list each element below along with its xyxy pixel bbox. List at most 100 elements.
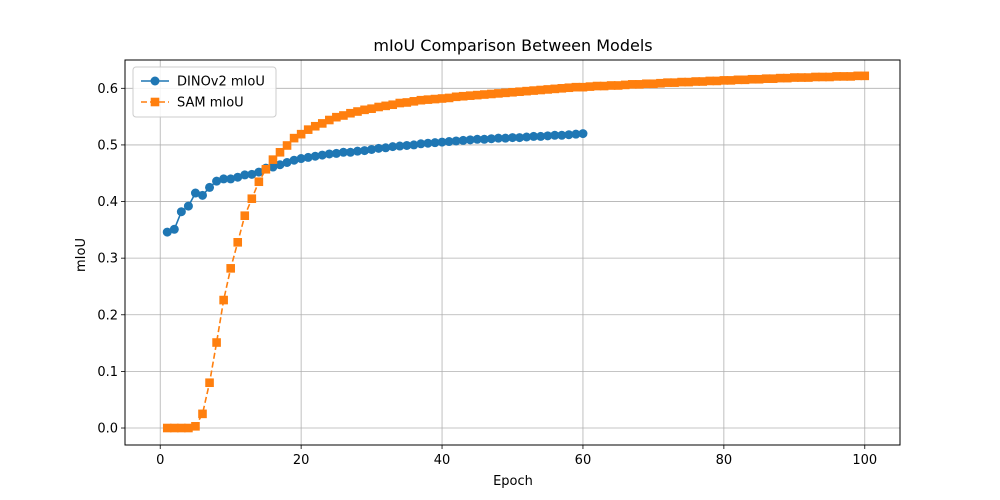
data-point <box>451 136 461 146</box>
data-point <box>515 87 524 97</box>
data-point <box>184 423 193 433</box>
data-point <box>818 72 827 82</box>
y-tick-label: 0.0 <box>97 422 118 437</box>
data-point <box>233 238 243 247</box>
data-point <box>508 87 517 97</box>
data-point <box>761 74 771 83</box>
data-point <box>691 77 700 86</box>
data-point <box>177 423 186 433</box>
data-point <box>430 138 440 148</box>
data-point <box>332 112 341 122</box>
data-point <box>550 130 560 140</box>
data-point <box>811 72 820 82</box>
data-point <box>754 74 764 84</box>
data-point <box>804 73 813 82</box>
data-point <box>529 131 539 141</box>
data-point <box>247 169 257 179</box>
legend-marker <box>150 97 160 107</box>
x-tick-label: 60 <box>575 453 592 468</box>
y-axis-ticks: 0.0 0.1 0.2 0.3 0.4 0.5 0.6 <box>97 82 125 437</box>
data-point <box>261 164 271 174</box>
data-point <box>437 94 447 103</box>
data-point <box>684 77 693 87</box>
data-point <box>198 190 207 200</box>
data-point <box>733 75 743 85</box>
data-point <box>226 264 235 273</box>
data-point <box>479 134 489 144</box>
data-point <box>839 72 848 81</box>
data-point <box>536 131 546 141</box>
data-point <box>557 130 567 140</box>
data-point <box>578 82 588 92</box>
data-point <box>233 172 243 182</box>
data-point <box>254 177 264 187</box>
data-point <box>219 295 228 305</box>
data-point <box>444 137 454 147</box>
data-point <box>183 201 193 211</box>
y-tick-label: 0.3 <box>97 252 118 267</box>
series-line <box>167 75 865 429</box>
data-point <box>500 133 510 143</box>
data-point <box>529 86 538 95</box>
data-point <box>465 91 475 100</box>
data-point <box>367 104 376 113</box>
data-point <box>289 155 299 165</box>
data-point <box>712 76 722 86</box>
x-tick-label: 40 <box>434 453 451 468</box>
data-point <box>571 82 581 92</box>
data-point <box>296 129 306 139</box>
data-point <box>409 97 419 106</box>
data-point <box>338 147 348 157</box>
data-point <box>649 79 658 89</box>
series-sam <box>162 71 870 433</box>
legend: DINOv2 mIoU SAM mIoU <box>132 66 277 118</box>
legend-box <box>132 66 277 118</box>
data-point <box>522 86 531 96</box>
data-point <box>677 77 686 87</box>
data-point <box>860 71 870 81</box>
x-axis-label: Epoch <box>493 474 533 489</box>
data-point <box>416 139 426 149</box>
data-point <box>719 76 729 85</box>
data-point <box>402 140 412 150</box>
data-point <box>846 72 855 81</box>
x-axis-ticks: 0 20 40 60 80 100 <box>156 445 877 468</box>
data-point <box>176 207 186 217</box>
data-point <box>472 134 482 144</box>
data-point <box>564 130 574 140</box>
data-point <box>465 135 475 145</box>
data-point <box>698 77 708 86</box>
x-tick-label: 20 <box>293 453 310 468</box>
data-point <box>331 148 341 158</box>
data-point <box>705 76 715 86</box>
data-point <box>543 131 553 141</box>
data-point <box>740 75 750 85</box>
data-point <box>268 155 278 164</box>
data-point <box>522 132 532 142</box>
data-point <box>564 83 574 93</box>
y-tick-label: 0.4 <box>97 195 118 210</box>
data-point <box>825 72 834 82</box>
data-point <box>317 119 327 128</box>
data-point <box>557 84 567 93</box>
data-point <box>240 211 250 220</box>
data-point <box>663 78 672 87</box>
data-point <box>282 157 292 167</box>
grid-lines <box>125 60 900 445</box>
data-point <box>381 143 391 153</box>
data-point <box>670 78 679 87</box>
data-point <box>571 129 581 139</box>
data-point <box>240 170 250 180</box>
data-point <box>578 129 588 139</box>
legend-label: DINOv2 mIoU <box>177 75 265 90</box>
data-point <box>635 80 644 89</box>
data-point <box>275 160 285 170</box>
data-point <box>324 149 334 159</box>
data-point <box>289 133 299 143</box>
data-point <box>346 108 355 118</box>
data-point <box>451 92 461 102</box>
data-point <box>423 95 433 104</box>
data-point <box>247 194 257 204</box>
data-point <box>275 147 285 157</box>
